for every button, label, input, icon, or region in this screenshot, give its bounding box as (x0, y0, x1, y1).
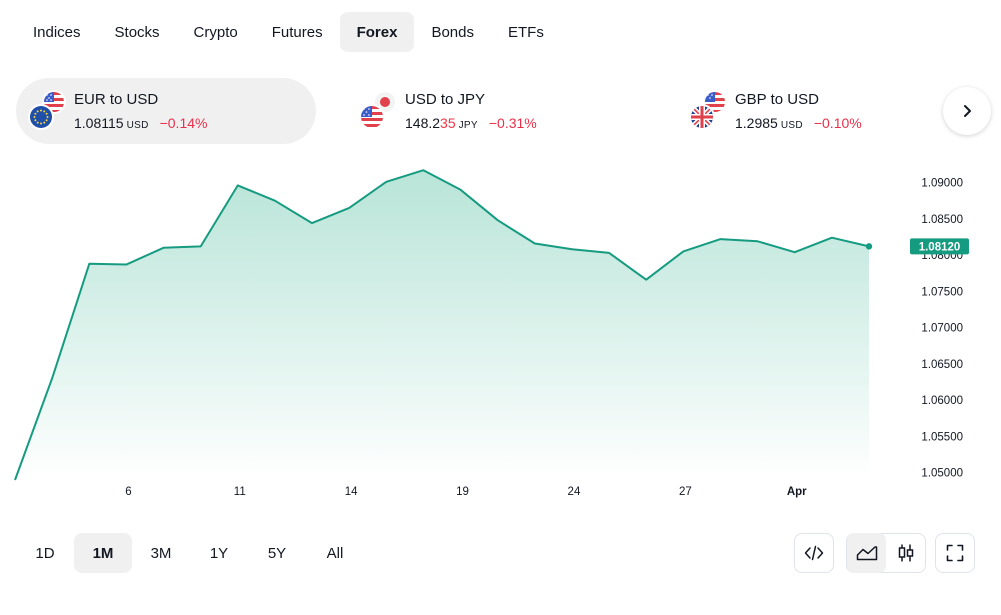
area-chart-icon (856, 546, 877, 561)
candlestick-icon (898, 544, 913, 562)
pair-change: −0.31% (488, 115, 537, 131)
pair-price-tail: 35 (440, 115, 456, 131)
tab-futures[interactable]: Futures (271, 23, 323, 41)
range-3m-button[interactable]: 3M (150, 544, 172, 562)
pair-change: −0.10% (813, 115, 862, 131)
tab-etfs[interactable]: ETFs (508, 23, 544, 41)
last-price-badge: 1.08120 (910, 238, 969, 255)
pair-unit: JPY (458, 120, 478, 131)
pair-name: USD to JPY (405, 91, 486, 108)
chart-type-switch (846, 533, 926, 573)
pair-price: 1.2985 (735, 115, 778, 131)
pair-card-usdjpy[interactable]: USD to JPY 148.235 JPY −0.31% (347, 78, 647, 144)
next-pairs-button[interactable] (943, 87, 991, 135)
range-1y-button[interactable]: 1Y (209, 544, 229, 562)
tab-crypto[interactable]: Crypto (193, 23, 238, 41)
price-line (14, 169, 870, 481)
y-axis-tick-label: 1.08500 (921, 214, 963, 226)
embed-button[interactable] (794, 533, 834, 573)
x-axis-tick-label: 6 (125, 486, 131, 498)
pair-unit: USD (126, 120, 149, 131)
y-axis-tick-label: 1.05500 (921, 431, 963, 443)
x-axis-tick-label: Apr (787, 486, 807, 498)
y-axis-tick-label: 1.09000 (921, 178, 963, 190)
eu-flag-icon (28, 104, 54, 130)
x-axis-tick-label: 24 (568, 486, 581, 498)
pair-change: −0.14% (159, 115, 208, 131)
code-icon (804, 545, 824, 561)
range-5y-button[interactable]: 5Y (267, 544, 287, 562)
chevron-right-icon (964, 105, 971, 117)
tab-forex[interactable]: Forex (339, 12, 415, 52)
pair-unit: USD (780, 120, 803, 131)
price-area-fill (15, 170, 869, 480)
tab-indices[interactable]: Indices (33, 23, 81, 41)
pair-name: GBP to USD (735, 91, 819, 108)
x-axis-tick-label: 27 (679, 486, 692, 498)
us-flag-icon (359, 104, 385, 130)
range-all-button[interactable]: All (326, 544, 344, 562)
range-1d-button[interactable]: 1D (35, 544, 55, 562)
market-tabs: Indices Stocks Crypto Futures Forex Bond… (16, 12, 561, 52)
pair-card-eurusd[interactable]: EUR to USD 1.08115 USD −0.14% (16, 78, 316, 144)
fullscreen-button[interactable] (935, 533, 975, 573)
pair-flags (689, 90, 727, 132)
y-axis-tick-label: 1.06500 (921, 359, 963, 371)
x-axis-tick-label: 19 (456, 486, 469, 498)
range-1m-button[interactable]: 1M (74, 533, 132, 573)
pair-flags (28, 90, 66, 132)
pair-price: 1.08115 (74, 115, 124, 131)
y-axis-tick-label: 1.05000 (921, 468, 963, 480)
last-price-label: 1.08120 (919, 241, 961, 253)
pair-flags (359, 90, 397, 132)
candlestick-chart-button[interactable] (886, 533, 925, 573)
pair-name: EUR to USD (74, 91, 159, 108)
tab-stocks[interactable]: Stocks (114, 23, 160, 41)
pair-price: 148.235 (405, 115, 456, 131)
last-price-point (865, 243, 873, 250)
pair-card-gbpusd[interactable]: GBP to USD 1.2985 USD −0.10% (677, 78, 937, 144)
x-axis-tick-label: 14 (345, 486, 358, 498)
range-selector: 1D 1M 3M 1Y 5Y All (16, 533, 364, 573)
y-axis-tick-label: 1.07000 (921, 323, 963, 335)
uk-flag-icon (689, 104, 715, 130)
area-chart-button[interactable] (847, 533, 886, 573)
x-axis-tick-label: 11 (234, 486, 246, 498)
fullscreen-icon (946, 544, 964, 562)
y-axis-tick-label: 1.07500 (921, 286, 963, 298)
price-chart[interactable]: 1.090001.085001.080001.075001.070001.065… (0, 160, 1001, 505)
y-axis-tick-label: 1.06000 (921, 395, 963, 407)
tab-bonds[interactable]: Bonds (431, 23, 474, 41)
